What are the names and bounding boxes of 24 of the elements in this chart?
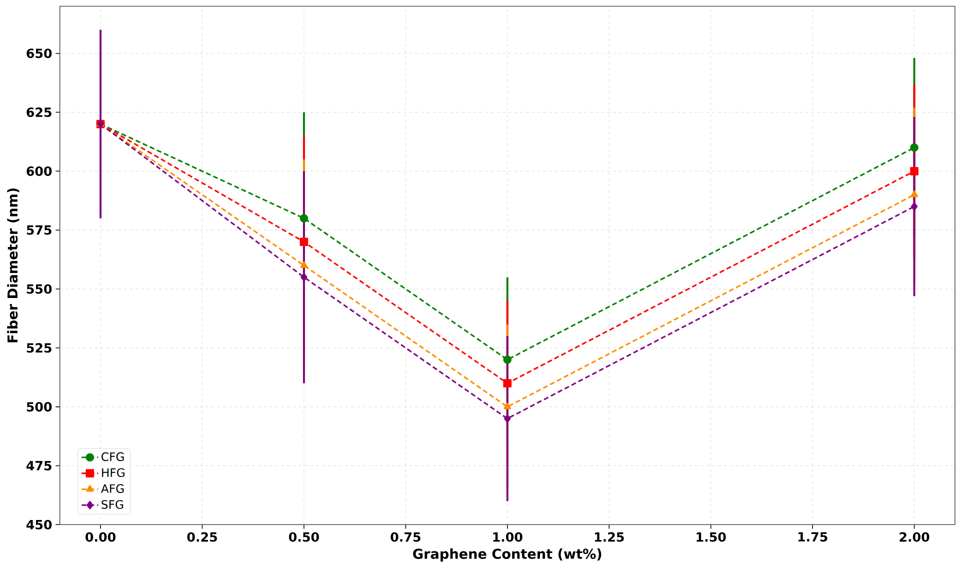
y-tick-label: 550	[26, 284, 52, 294]
y-tick-label: 450	[26, 520, 52, 530]
y-tick-label: 625	[26, 108, 52, 118]
legend-label: SFG	[102, 500, 124, 510]
y-tick-label: 475	[26, 461, 52, 471]
x-tick-label: 0.75	[390, 532, 420, 542]
y-tick-label: 650	[26, 48, 52, 58]
legend-label: AFG	[101, 484, 124, 494]
x-tick-label: 0.00	[86, 532, 116, 542]
x-tick-label: 0.50	[288, 532, 319, 542]
legend-label: HFG	[102, 468, 124, 478]
x-tick-label: 1.50	[696, 532, 726, 542]
x-axis-title: Graphene Content (wt%)	[413, 548, 602, 562]
x-tick-label: 1.25	[594, 532, 624, 542]
x-tick-label: 2.00	[900, 532, 930, 542]
x-tick-label: 1.75	[798, 532, 828, 542]
y-tick-label: 525	[26, 343, 52, 353]
legend-label: CFG	[102, 452, 124, 462]
x-tick-label: 1.00	[493, 532, 522, 542]
y-tick-label: 575	[26, 226, 52, 235]
y-tick-label: 600	[26, 166, 52, 176]
y-axis-title: Fiber Diameter (nm)	[7, 188, 20, 342]
x-tick-label: 0.25	[187, 532, 217, 542]
y-tick-label: 500	[26, 402, 52, 412]
